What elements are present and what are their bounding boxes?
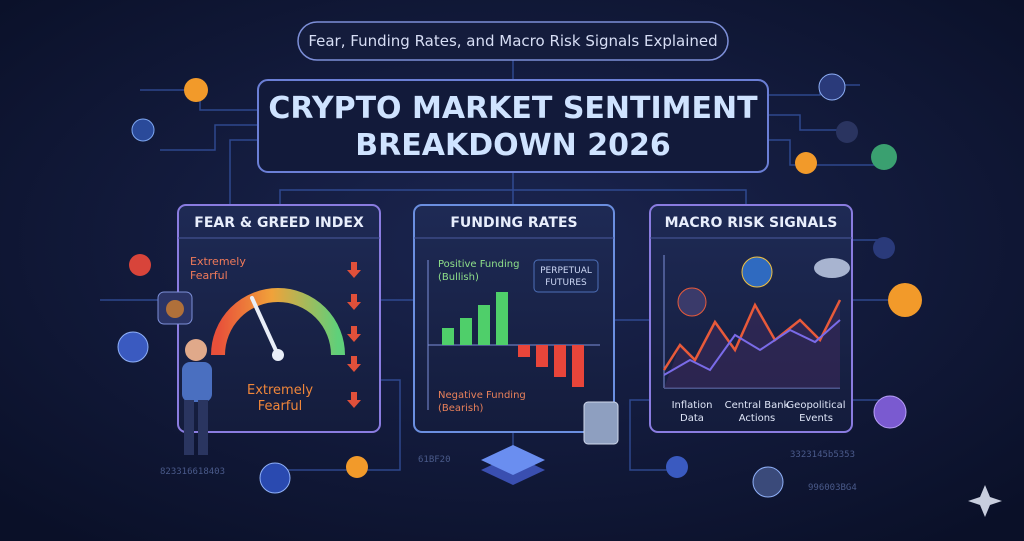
positive-label: (Bullish) — [438, 272, 479, 283]
down-arrows — [347, 262, 361, 408]
negative-label: (Bearish) — [438, 403, 483, 414]
macro-label: Actions — [739, 413, 776, 424]
signal-icon — [741, 256, 773, 288]
green-bars — [442, 292, 508, 345]
gauge-hub — [272, 349, 284, 361]
panel-title: FEAR & GREED INDEX — [194, 215, 364, 231]
subtitle-pill — [297, 21, 729, 61]
negative-label: Negative Funding — [438, 390, 526, 401]
code: 996003BG4 — [808, 483, 857, 493]
red-bars — [518, 345, 584, 387]
gauge-label: Extremely — [247, 383, 313, 398]
side-label: Extremely — [190, 255, 246, 268]
macro-label: Inflation — [672, 400, 713, 411]
code: 61BF20 — [418, 455, 451, 465]
sparkle — [968, 485, 1002, 517]
subtitle: Fear, Funding Rates, and Macro Risk Sign… — [308, 32, 717, 50]
risk-line — [662, 299, 842, 371]
gauge-label: Fearful — [258, 399, 303, 414]
panel-title: MACRO RISK SIGNALS — [665, 215, 838, 231]
block-stack — [481, 445, 545, 485]
macro-label: Events — [799, 413, 833, 424]
macro-label: Geopolitical — [786, 400, 845, 411]
storm-cloud — [814, 258, 850, 278]
macro-label: Central Bank — [725, 400, 790, 411]
title-line: CRYPTO MARKET SENTIMENT — [268, 91, 758, 126]
area — [664, 300, 840, 388]
title-line: BREAKDOWN 2026 — [355, 128, 670, 163]
badge-text: FUTURES — [545, 278, 587, 288]
gauge-needle — [250, 296, 280, 357]
positive-label: Positive Funding — [438, 259, 519, 270]
side-label: Fearful — [190, 269, 228, 282]
codes: 823316618403 61BF20 3323145b5353 996003B… — [160, 450, 857, 493]
badge — [533, 259, 599, 293]
risk-line — [663, 319, 841, 376]
calculator-icon — [583, 401, 619, 445]
badge-text: PERPETUAL — [540, 266, 592, 276]
macro-labels: Inflation Data Central Bank Actions Geop… — [672, 400, 846, 424]
signal-icon — [677, 287, 707, 317]
title-box — [257, 79, 769, 173]
person — [182, 339, 212, 455]
panel-title: FUNDING RATES — [450, 215, 577, 231]
bear-icon — [166, 300, 184, 318]
macro-label: Data — [680, 413, 704, 424]
coins — [117, 73, 922, 498]
gauge — [211, 288, 345, 356]
code: 823316618403 — [160, 467, 225, 477]
code: 3323145b5353 — [790, 450, 855, 460]
